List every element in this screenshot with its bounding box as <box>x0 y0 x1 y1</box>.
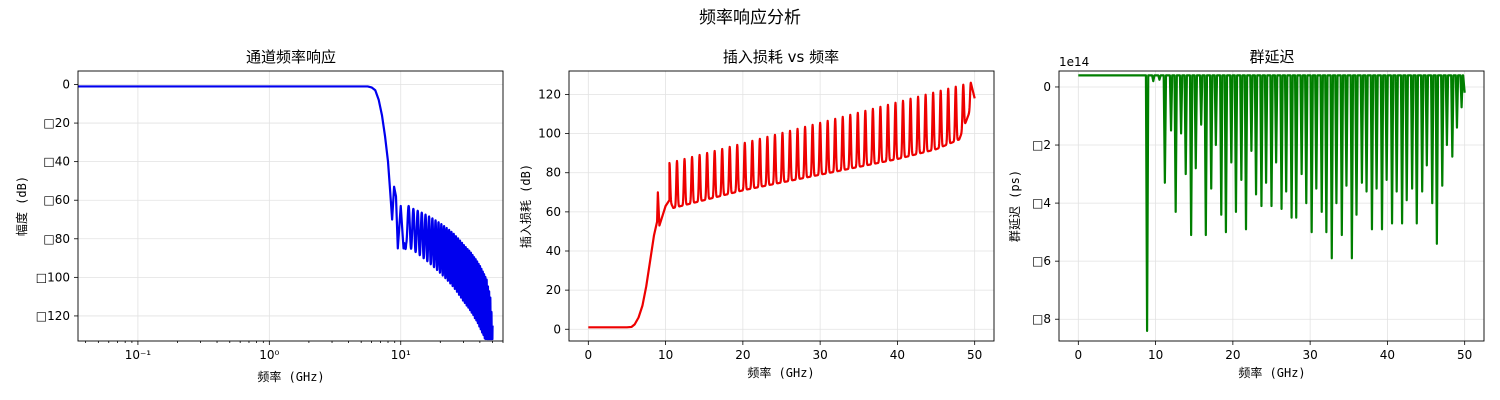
x-tick-label: 10 <box>1148 348 1163 362</box>
y-tick-label: 20 <box>546 283 561 297</box>
x-axis-label: 频率 (GHz) <box>747 365 814 380</box>
x-tick-label: 40 <box>1380 348 1395 362</box>
y-tick-label: □4 <box>1032 196 1051 210</box>
y-tick-label: □100 <box>36 270 70 284</box>
x-ticks: 0 10 20 30 40 50 <box>584 341 982 362</box>
x-tick-label: 0 <box>584 348 592 362</box>
y-tick-label: 0 <box>1043 80 1051 94</box>
y-axis-label: 群延迟 (ps) <box>1008 170 1022 242</box>
y-tick-label: □8 <box>1032 312 1051 326</box>
y-axis-label: 插入损耗 (dB) <box>519 164 533 248</box>
x-tick-label: 30 <box>812 348 827 362</box>
panel-channel-response: 通道频率响应 10⁻¹ 10⁰ 10¹ 0□20□40□60□80□100□120 … <box>14 48 504 384</box>
x-tick-label: 0 <box>1074 348 1082 362</box>
x-tick-label: 10⁰ <box>259 348 279 362</box>
series-line <box>1078 74 1466 332</box>
y-tick-label: □80 <box>43 232 70 246</box>
series-group <box>1078 74 1466 332</box>
x-tick-label: 50 <box>967 348 982 362</box>
y-tick-label: □120 <box>36 309 70 323</box>
plot-frame <box>568 70 995 342</box>
y-tick-label: □60 <box>43 193 70 207</box>
panel-insertion-loss: 插入损耗 vs 频率 0 10 20 30 40 50 0 20 40 60 80 100 120 频… <box>519 48 995 380</box>
y-tick-label: 100 <box>538 127 561 141</box>
plot-frame <box>1058 70 1485 342</box>
x-tick-label: 20 <box>735 348 750 362</box>
y-tick-label: □40 <box>43 155 70 169</box>
grid-lines <box>78 71 503 341</box>
x-tick-label: 50 <box>1457 348 1472 362</box>
figure-suptitle: 频率响应分析 <box>699 8 801 28</box>
y-tick-label: 0 <box>553 322 561 336</box>
y-axis-label: 幅度 (dB) <box>14 176 29 236</box>
y-tick-label: 60 <box>546 205 561 219</box>
x-tick-label: 30 <box>1302 348 1317 362</box>
plot-frame <box>77 70 504 342</box>
y-tick-label: □6 <box>1032 254 1051 268</box>
x-tick-label: 20 <box>1225 348 1240 362</box>
x-tick-label: 10¹ <box>391 348 411 362</box>
series-group <box>78 85 494 341</box>
y-tick-label: □20 <box>43 116 70 130</box>
x-ticks: 0 10 20 30 40 50 <box>1074 341 1472 362</box>
y-ticks: 0 □2 □4 □6 □8 <box>1032 80 1059 326</box>
y-tick-label: 80 <box>546 166 561 180</box>
x-tick-label: 40 <box>890 348 905 362</box>
x-ticks: 10⁻¹ 10⁰ 10¹ <box>85 341 504 362</box>
series-line <box>78 85 494 341</box>
panel-title: 插入损耗 vs 频率 <box>723 48 839 66</box>
y-tick-label: 0 <box>62 78 70 92</box>
grid-lines <box>1059 71 1484 341</box>
series-group <box>588 81 976 329</box>
panel-group-delay: 群延迟 0 10 20 30 40 50 0□2□4□6□8 1e14 频率 (GHz) … <box>1008 48 1485 380</box>
x-tick-label: 10 <box>658 348 673 362</box>
y-tick-label: □2 <box>1032 138 1051 152</box>
panel-title: 群延迟 <box>1249 48 1294 66</box>
y-tick-label: 40 <box>546 244 561 258</box>
x-tick-label: 10⁻¹ <box>125 348 152 362</box>
y-tick-label: 120 <box>538 87 561 101</box>
x-axis-label: 频率 (GHz) <box>1238 365 1305 380</box>
x-axis-label: 频率 (GHz) <box>257 369 324 384</box>
y-ticks: 0 □20 □40 □60 □80 □100 □120 <box>36 78 78 323</box>
y-ticks: 0 20 40 60 80 100 120 <box>538 87 569 336</box>
grid-lines <box>569 71 994 341</box>
panel-title: 通道频率响应 <box>246 48 336 66</box>
y-offset-label: 1e14 <box>1059 55 1089 69</box>
series-line <box>588 81 976 329</box>
